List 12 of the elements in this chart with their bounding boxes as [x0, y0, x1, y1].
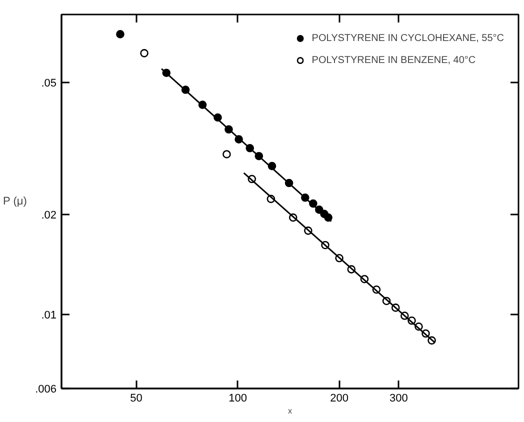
x-axis-title: x [288, 406, 292, 416]
x-tick-label: 50 [130, 392, 142, 404]
legend-label: POLYSTYRENE IN BENZENE, 40°C [312, 54, 476, 66]
x-tick-label: 200 [330, 392, 348, 404]
y-axis-title: P (μ) [3, 196, 27, 208]
y-tick-label: .05 [41, 77, 57, 90]
y-tick-label: .006 [35, 384, 57, 396]
y-tick-label: .01 [41, 310, 57, 322]
legend-label: POLYSTYRENE IN CYCLOHEXANE, 55°C [312, 32, 504, 44]
y-tick-label: .02 [41, 210, 57, 222]
x-tick-label: 100 [228, 392, 247, 404]
x-tick-label: 300 [389, 392, 408, 404]
